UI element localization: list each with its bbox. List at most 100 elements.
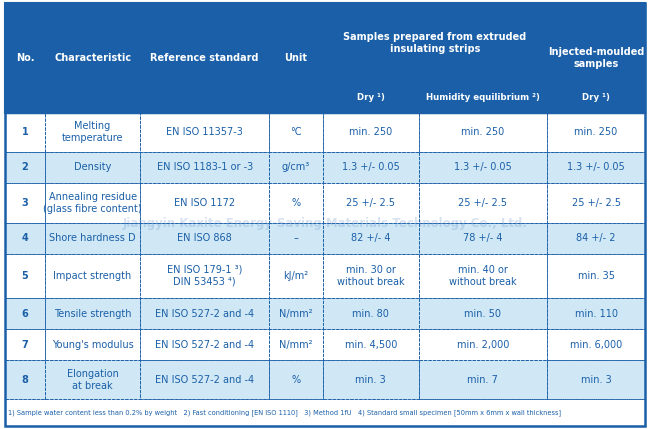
Bar	[140, 183, 269, 223]
Bar	[269, 113, 323, 151]
Bar	[140, 151, 269, 183]
Bar	[5, 298, 45, 329]
Text: EN ISO 527-2 and -4: EN ISO 527-2 and -4	[155, 308, 254, 319]
Text: –: –	[294, 233, 298, 243]
Bar	[140, 254, 269, 298]
Bar	[140, 223, 269, 254]
Bar	[323, 113, 419, 151]
Text: No.: No.	[16, 53, 34, 63]
Text: °C: °C	[291, 127, 302, 137]
Bar	[547, 151, 645, 183]
Text: EN ISO 1183-1 or -3: EN ISO 1183-1 or -3	[157, 162, 253, 172]
Bar	[140, 329, 269, 360]
Text: Injected-moulded
samples: Injected-moulded samples	[548, 47, 644, 69]
Text: 78 +/- 4: 78 +/- 4	[463, 233, 502, 243]
Bar	[269, 329, 323, 360]
Bar	[5, 254, 45, 298]
Bar	[269, 254, 323, 298]
Bar	[547, 223, 645, 254]
Text: Dry ¹): Dry ¹)	[357, 94, 385, 102]
Bar	[269, 223, 323, 254]
Bar	[5, 3, 45, 113]
Bar	[5, 399, 645, 426]
Bar	[323, 223, 419, 254]
Bar	[547, 151, 645, 183]
Bar	[547, 329, 645, 360]
Text: min. 35: min. 35	[577, 271, 614, 281]
Text: 1) Sample water content less than 0.2% by weight   2) Fast conditioning [EN ISO : 1) Sample water content less than 0.2% b…	[8, 409, 562, 416]
Bar	[419, 298, 547, 329]
Bar	[5, 360, 45, 399]
Bar	[419, 183, 547, 223]
Text: Melting
temperature: Melting temperature	[62, 121, 124, 143]
Bar	[45, 183, 140, 223]
Text: EN ISO 1172: EN ISO 1172	[174, 198, 235, 208]
Bar	[140, 151, 269, 183]
Text: 1.3 +/- 0.05: 1.3 +/- 0.05	[567, 162, 625, 172]
Text: 25 +/- 2.5: 25 +/- 2.5	[458, 198, 508, 208]
Bar	[419, 254, 547, 298]
Bar	[547, 360, 645, 399]
Bar	[269, 298, 323, 329]
Text: g/cm³: g/cm³	[282, 162, 310, 172]
Text: 8: 8	[21, 375, 29, 384]
Text: kJ/m²: kJ/m²	[283, 271, 309, 281]
Bar	[140, 329, 269, 360]
Bar	[323, 83, 419, 113]
Bar	[323, 223, 419, 254]
Bar	[419, 298, 547, 329]
Bar	[5, 223, 45, 254]
Bar	[419, 151, 547, 183]
Text: Annealing residue
(glass fibre content): Annealing residue (glass fibre content)	[44, 192, 142, 214]
Text: 6: 6	[21, 308, 29, 319]
Bar	[5, 151, 45, 183]
Bar	[323, 298, 419, 329]
Bar	[5, 113, 45, 151]
Bar	[419, 151, 547, 183]
Bar	[269, 151, 323, 183]
Bar	[45, 329, 140, 360]
Bar	[269, 183, 323, 223]
Bar	[45, 298, 140, 329]
Bar	[5, 254, 45, 298]
Bar	[5, 183, 45, 223]
Text: min. 6,000: min. 6,000	[570, 340, 622, 350]
Text: Humidity equilibrium ²): Humidity equilibrium ²)	[426, 94, 540, 102]
Bar	[547, 254, 645, 298]
Text: Reference standard: Reference standard	[150, 53, 259, 63]
Bar	[323, 151, 419, 183]
Bar	[547, 223, 645, 254]
Bar	[419, 83, 547, 113]
Text: min. 4,500: min. 4,500	[344, 340, 397, 350]
Bar	[323, 151, 419, 183]
Text: %: %	[291, 375, 300, 384]
Bar	[5, 399, 645, 426]
Bar	[323, 329, 419, 360]
Bar	[269, 329, 323, 360]
Bar	[547, 360, 645, 399]
Bar	[269, 360, 323, 399]
Bar	[140, 298, 269, 329]
Bar	[419, 183, 547, 223]
Bar	[269, 360, 323, 399]
Bar	[547, 298, 645, 329]
Bar	[45, 3, 140, 113]
Bar	[45, 151, 140, 183]
Bar	[419, 360, 547, 399]
Bar	[140, 183, 269, 223]
Text: min. 3: min. 3	[580, 375, 612, 384]
Bar	[323, 254, 419, 298]
Bar	[419, 113, 547, 151]
Bar	[5, 360, 45, 399]
Bar	[547, 183, 645, 223]
Text: Density: Density	[74, 162, 111, 172]
Bar	[323, 298, 419, 329]
Text: min. 3: min. 3	[356, 375, 386, 384]
Bar	[419, 223, 547, 254]
Bar	[45, 329, 140, 360]
Bar	[323, 183, 419, 223]
Bar	[45, 113, 140, 151]
Bar	[547, 3, 645, 113]
Bar	[419, 360, 547, 399]
Bar	[323, 360, 419, 399]
